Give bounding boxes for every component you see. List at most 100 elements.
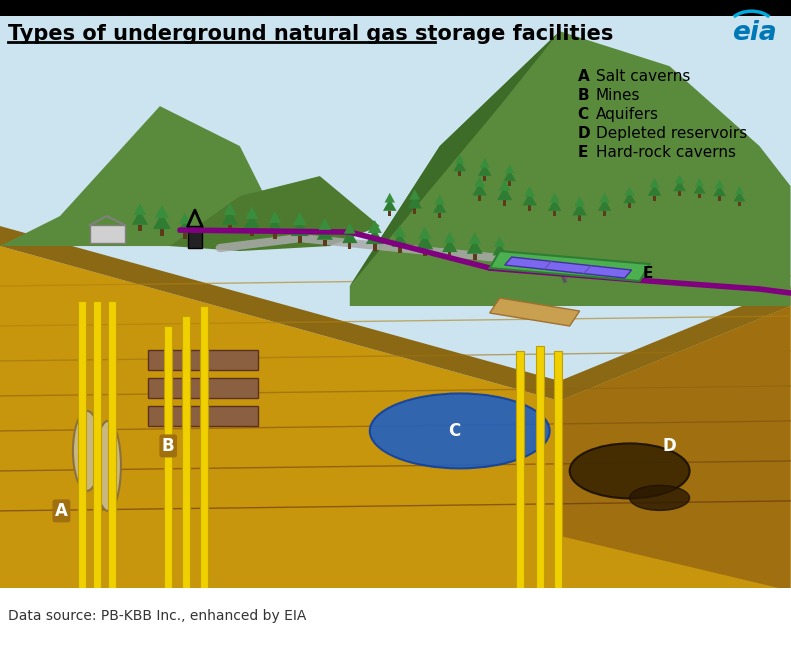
Polygon shape	[393, 225, 406, 237]
Bar	[738, 202, 741, 206]
Polygon shape	[524, 186, 536, 196]
Bar	[628, 203, 631, 208]
Text: B: B	[577, 88, 589, 103]
Text: Mines: Mines	[596, 88, 640, 103]
Bar	[78, 301, 86, 591]
Polygon shape	[316, 225, 333, 240]
Bar	[503, 200, 506, 206]
Bar	[483, 176, 486, 181]
Bar	[528, 205, 532, 211]
Polygon shape	[177, 220, 192, 233]
Polygon shape	[714, 180, 725, 189]
Bar	[718, 196, 721, 201]
Bar	[184, 233, 187, 239]
Bar	[188, 226, 202, 248]
Polygon shape	[600, 193, 610, 203]
Bar	[578, 216, 581, 221]
Polygon shape	[221, 211, 238, 225]
Polygon shape	[0, 226, 790, 401]
Bar	[553, 211, 556, 216]
Polygon shape	[505, 164, 515, 174]
Polygon shape	[548, 199, 562, 211]
Polygon shape	[453, 160, 466, 171]
Polygon shape	[368, 220, 382, 233]
Polygon shape	[468, 232, 481, 244]
Bar	[0, 0, 790, 16]
Polygon shape	[319, 218, 331, 230]
Text: Depleted reservoirs: Depleted reservoirs	[596, 125, 747, 141]
Bar	[448, 252, 452, 258]
Text: Salt caverns: Salt caverns	[596, 68, 690, 83]
Bar	[423, 249, 426, 256]
Polygon shape	[350, 31, 560, 286]
Text: A: A	[55, 502, 68, 520]
Bar	[458, 171, 461, 176]
Bar	[273, 233, 277, 239]
Polygon shape	[467, 240, 483, 254]
Bar	[164, 326, 172, 591]
Text: D: D	[663, 437, 676, 455]
Text: Data source: PB-KBB Inc., enhanced by EIA: Data source: PB-KBB Inc., enhanced by EI…	[8, 609, 306, 623]
Bar	[398, 247, 402, 253]
Text: B: B	[162, 437, 175, 455]
Polygon shape	[291, 220, 308, 236]
Polygon shape	[455, 154, 464, 163]
Bar	[323, 240, 327, 246]
Polygon shape	[409, 189, 420, 200]
Text: A: A	[577, 68, 589, 83]
Text: D: D	[577, 125, 590, 141]
Polygon shape	[416, 234, 433, 249]
Polygon shape	[478, 164, 491, 176]
Text: E: E	[642, 266, 653, 281]
Polygon shape	[170, 176, 380, 251]
Polygon shape	[499, 180, 511, 191]
Polygon shape	[245, 207, 259, 219]
Polygon shape	[442, 238, 457, 252]
Bar	[0, 588, 790, 646]
Bar	[93, 301, 101, 591]
Polygon shape	[134, 203, 146, 215]
Polygon shape	[433, 201, 446, 213]
Polygon shape	[649, 178, 660, 187]
Polygon shape	[244, 214, 260, 229]
Polygon shape	[384, 193, 395, 203]
Bar	[478, 196, 481, 201]
Polygon shape	[293, 212, 307, 225]
Bar	[182, 316, 190, 591]
Polygon shape	[694, 183, 706, 194]
Polygon shape	[493, 243, 507, 255]
Bar	[413, 209, 416, 214]
Polygon shape	[0, 246, 790, 646]
Bar	[373, 244, 377, 251]
Bar	[603, 211, 606, 216]
Bar	[200, 306, 208, 591]
Polygon shape	[418, 227, 431, 239]
Polygon shape	[392, 233, 408, 247]
Polygon shape	[648, 184, 661, 196]
Bar	[678, 191, 681, 196]
Ellipse shape	[73, 411, 101, 491]
Polygon shape	[224, 203, 237, 215]
Bar	[148, 378, 258, 398]
Polygon shape	[625, 187, 634, 196]
Polygon shape	[268, 211, 281, 223]
Polygon shape	[132, 211, 148, 225]
Bar	[148, 406, 258, 426]
Polygon shape	[474, 176, 486, 187]
Bar	[498, 255, 501, 261]
Bar	[348, 243, 351, 249]
Polygon shape	[573, 203, 587, 216]
Polygon shape	[523, 193, 537, 205]
Polygon shape	[344, 223, 356, 234]
Polygon shape	[623, 192, 636, 203]
Text: eia: eia	[732, 20, 776, 46]
Polygon shape	[179, 213, 191, 224]
Polygon shape	[153, 213, 171, 229]
Polygon shape	[505, 257, 631, 278]
Polygon shape	[343, 229, 358, 243]
Bar	[653, 196, 656, 201]
Bar	[554, 351, 562, 591]
Text: Aquifers: Aquifers	[596, 107, 659, 121]
Polygon shape	[0, 106, 280, 246]
Polygon shape	[574, 196, 585, 207]
